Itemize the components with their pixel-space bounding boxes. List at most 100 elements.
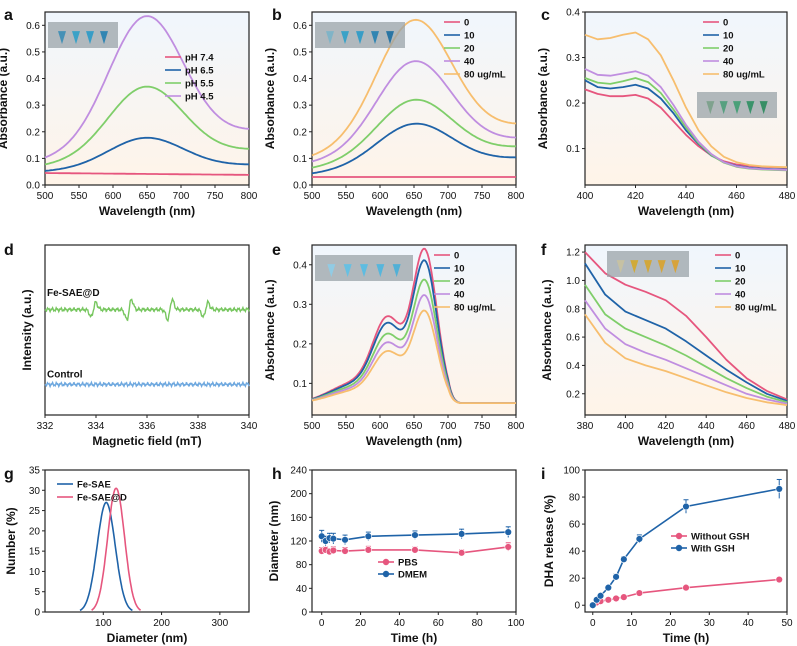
data-point <box>457 530 466 538</box>
data-point <box>612 573 620 581</box>
y-tick-label: 0.4 <box>566 8 580 19</box>
x-tick-label: 460 <box>738 421 755 432</box>
x-tick-label: 400 <box>577 191 594 202</box>
y-tick-label: 0.8 <box>566 304 580 315</box>
vial-icon <box>72 31 80 45</box>
x-tick-label: 300 <box>212 618 229 629</box>
x-tick-label: 700 <box>173 191 190 202</box>
series-line-40 <box>584 68 788 171</box>
panel-letter: i <box>541 466 545 483</box>
vial-icon <box>86 31 94 45</box>
y-tick-label: 0.5 <box>26 47 40 58</box>
legend-label: 40 <box>735 290 746 301</box>
series-line-40 <box>584 299 788 405</box>
legend-label: PBS <box>398 558 418 569</box>
y-axis-label: Number (%) <box>4 507 18 574</box>
x-axis-label: Wavelength (nm) <box>366 434 462 448</box>
panel-g: g 100 200 300 0 5 10 15 20 25 30 35 Diameter (nm) Num… <box>4 466 250 645</box>
legend-label: 10 <box>735 264 746 275</box>
legend-label: 20 <box>723 44 734 55</box>
legend-label: 80 ug/mL <box>454 303 496 314</box>
x-axis-label: Wavelength (nm) <box>99 204 195 218</box>
panel-letter: h <box>272 466 282 483</box>
x-axis-label: Time (h) <box>391 631 437 645</box>
legend-label: pH 6.5 <box>185 66 214 77</box>
size-distribution-FeSAE <box>79 501 133 612</box>
x-tick-label: 336 <box>139 421 156 432</box>
legend-label: 40 <box>464 57 475 68</box>
data-point <box>504 528 512 536</box>
y-tick-label: 0.1 <box>26 154 40 165</box>
x-tick-label: 100 <box>95 618 112 629</box>
panel-d: d 332 334 336 338 340 Magnetic field (mT) Inten… <box>4 242 258 448</box>
trace-label: Control <box>47 370 83 381</box>
y-tick-label: 0 <box>574 601 580 612</box>
panel-letter: d <box>4 242 14 259</box>
y-tick-label: 0.2 <box>26 127 40 138</box>
x-axis-label: Wavelength (nm) <box>366 204 462 218</box>
panel-letter: e <box>272 242 281 259</box>
vial-icon <box>733 101 741 115</box>
y-tick-label: 5 <box>34 587 40 598</box>
data-point <box>620 593 628 601</box>
x-tick-label: 700 <box>440 191 457 202</box>
x-tick-label: 550 <box>338 191 355 202</box>
y-tick-label: 0.0 <box>293 181 307 192</box>
x-tick-label: 380 <box>577 421 594 432</box>
data-point <box>635 589 644 597</box>
vial-icon <box>746 101 755 115</box>
x-axis-label: Wavelength (nm) <box>638 204 734 218</box>
x-tick-label: 440 <box>678 191 695 202</box>
y-axis-label: Absorbance (a.u.) <box>263 48 277 149</box>
y-tick-label: 0.6 <box>566 333 580 344</box>
x-tick-label: 750 <box>474 191 491 202</box>
data-point <box>341 547 349 555</box>
panel-e: e 500 550 600 650 700 750 800 0.1 0.2 0.3 0.4 Wavele… <box>263 242 525 448</box>
y-tick-label: 160 <box>290 513 307 524</box>
legend-label: pH 4.5 <box>185 92 214 103</box>
series-line-10 <box>584 262 788 402</box>
legend-marker <box>675 544 683 552</box>
x-tick-label: 200 <box>153 618 170 629</box>
y-tick-label: 40 <box>569 547 581 558</box>
y-axis-label: Absorbance (a.u.) <box>536 48 550 149</box>
y-tick-label: 0.0 <box>26 181 40 192</box>
x-tick-label: 40 <box>743 618 755 629</box>
x-tick-label: 800 <box>241 191 258 202</box>
panel-letter: g <box>4 466 14 483</box>
series-line-20 <box>584 284 788 404</box>
vial-icon <box>343 264 352 278</box>
y-tick-label: 100 <box>563 466 580 477</box>
legend-marker <box>382 570 390 578</box>
y-tick-label: 25 <box>29 506 41 517</box>
x-tick-label: 600 <box>372 191 389 202</box>
vial-icon <box>356 31 364 45</box>
x-tick-label: 600 <box>105 191 122 202</box>
data-point <box>411 531 419 539</box>
data-point <box>411 546 419 554</box>
series-line-0 <box>584 251 788 401</box>
x-tick-label: 750 <box>207 191 224 202</box>
data-point <box>682 583 690 592</box>
legend-label: 20 <box>735 277 746 288</box>
legend-label: 0 <box>723 18 728 29</box>
series-line-80-ug/mL <box>311 18 517 157</box>
x-axis-label: Magnetic field (mT) <box>92 434 201 448</box>
x-tick-label: 40 <box>394 618 406 629</box>
y-tick-label: 35 <box>29 466 41 477</box>
legend-marker <box>382 558 390 566</box>
size-distribution-FeSAED <box>91 487 142 611</box>
y-tick-label: 80 <box>569 493 581 504</box>
x-tick-label: 0 <box>590 618 596 629</box>
y-tick-label: 200 <box>290 489 307 500</box>
vial-icon <box>392 264 401 278</box>
data-point <box>329 534 338 543</box>
panel-h: h 0 20 40 60 80 100 0 40 80 120 160 200 240 Time (h) Di… <box>267 466 525 646</box>
y-axis-label: DHA release (%) <box>542 495 556 587</box>
x-tick-label: 800 <box>508 191 525 202</box>
y-tick-label: 0.2 <box>566 389 580 400</box>
vial-icon <box>326 31 334 45</box>
y-tick-label: 0.5 <box>293 47 307 58</box>
